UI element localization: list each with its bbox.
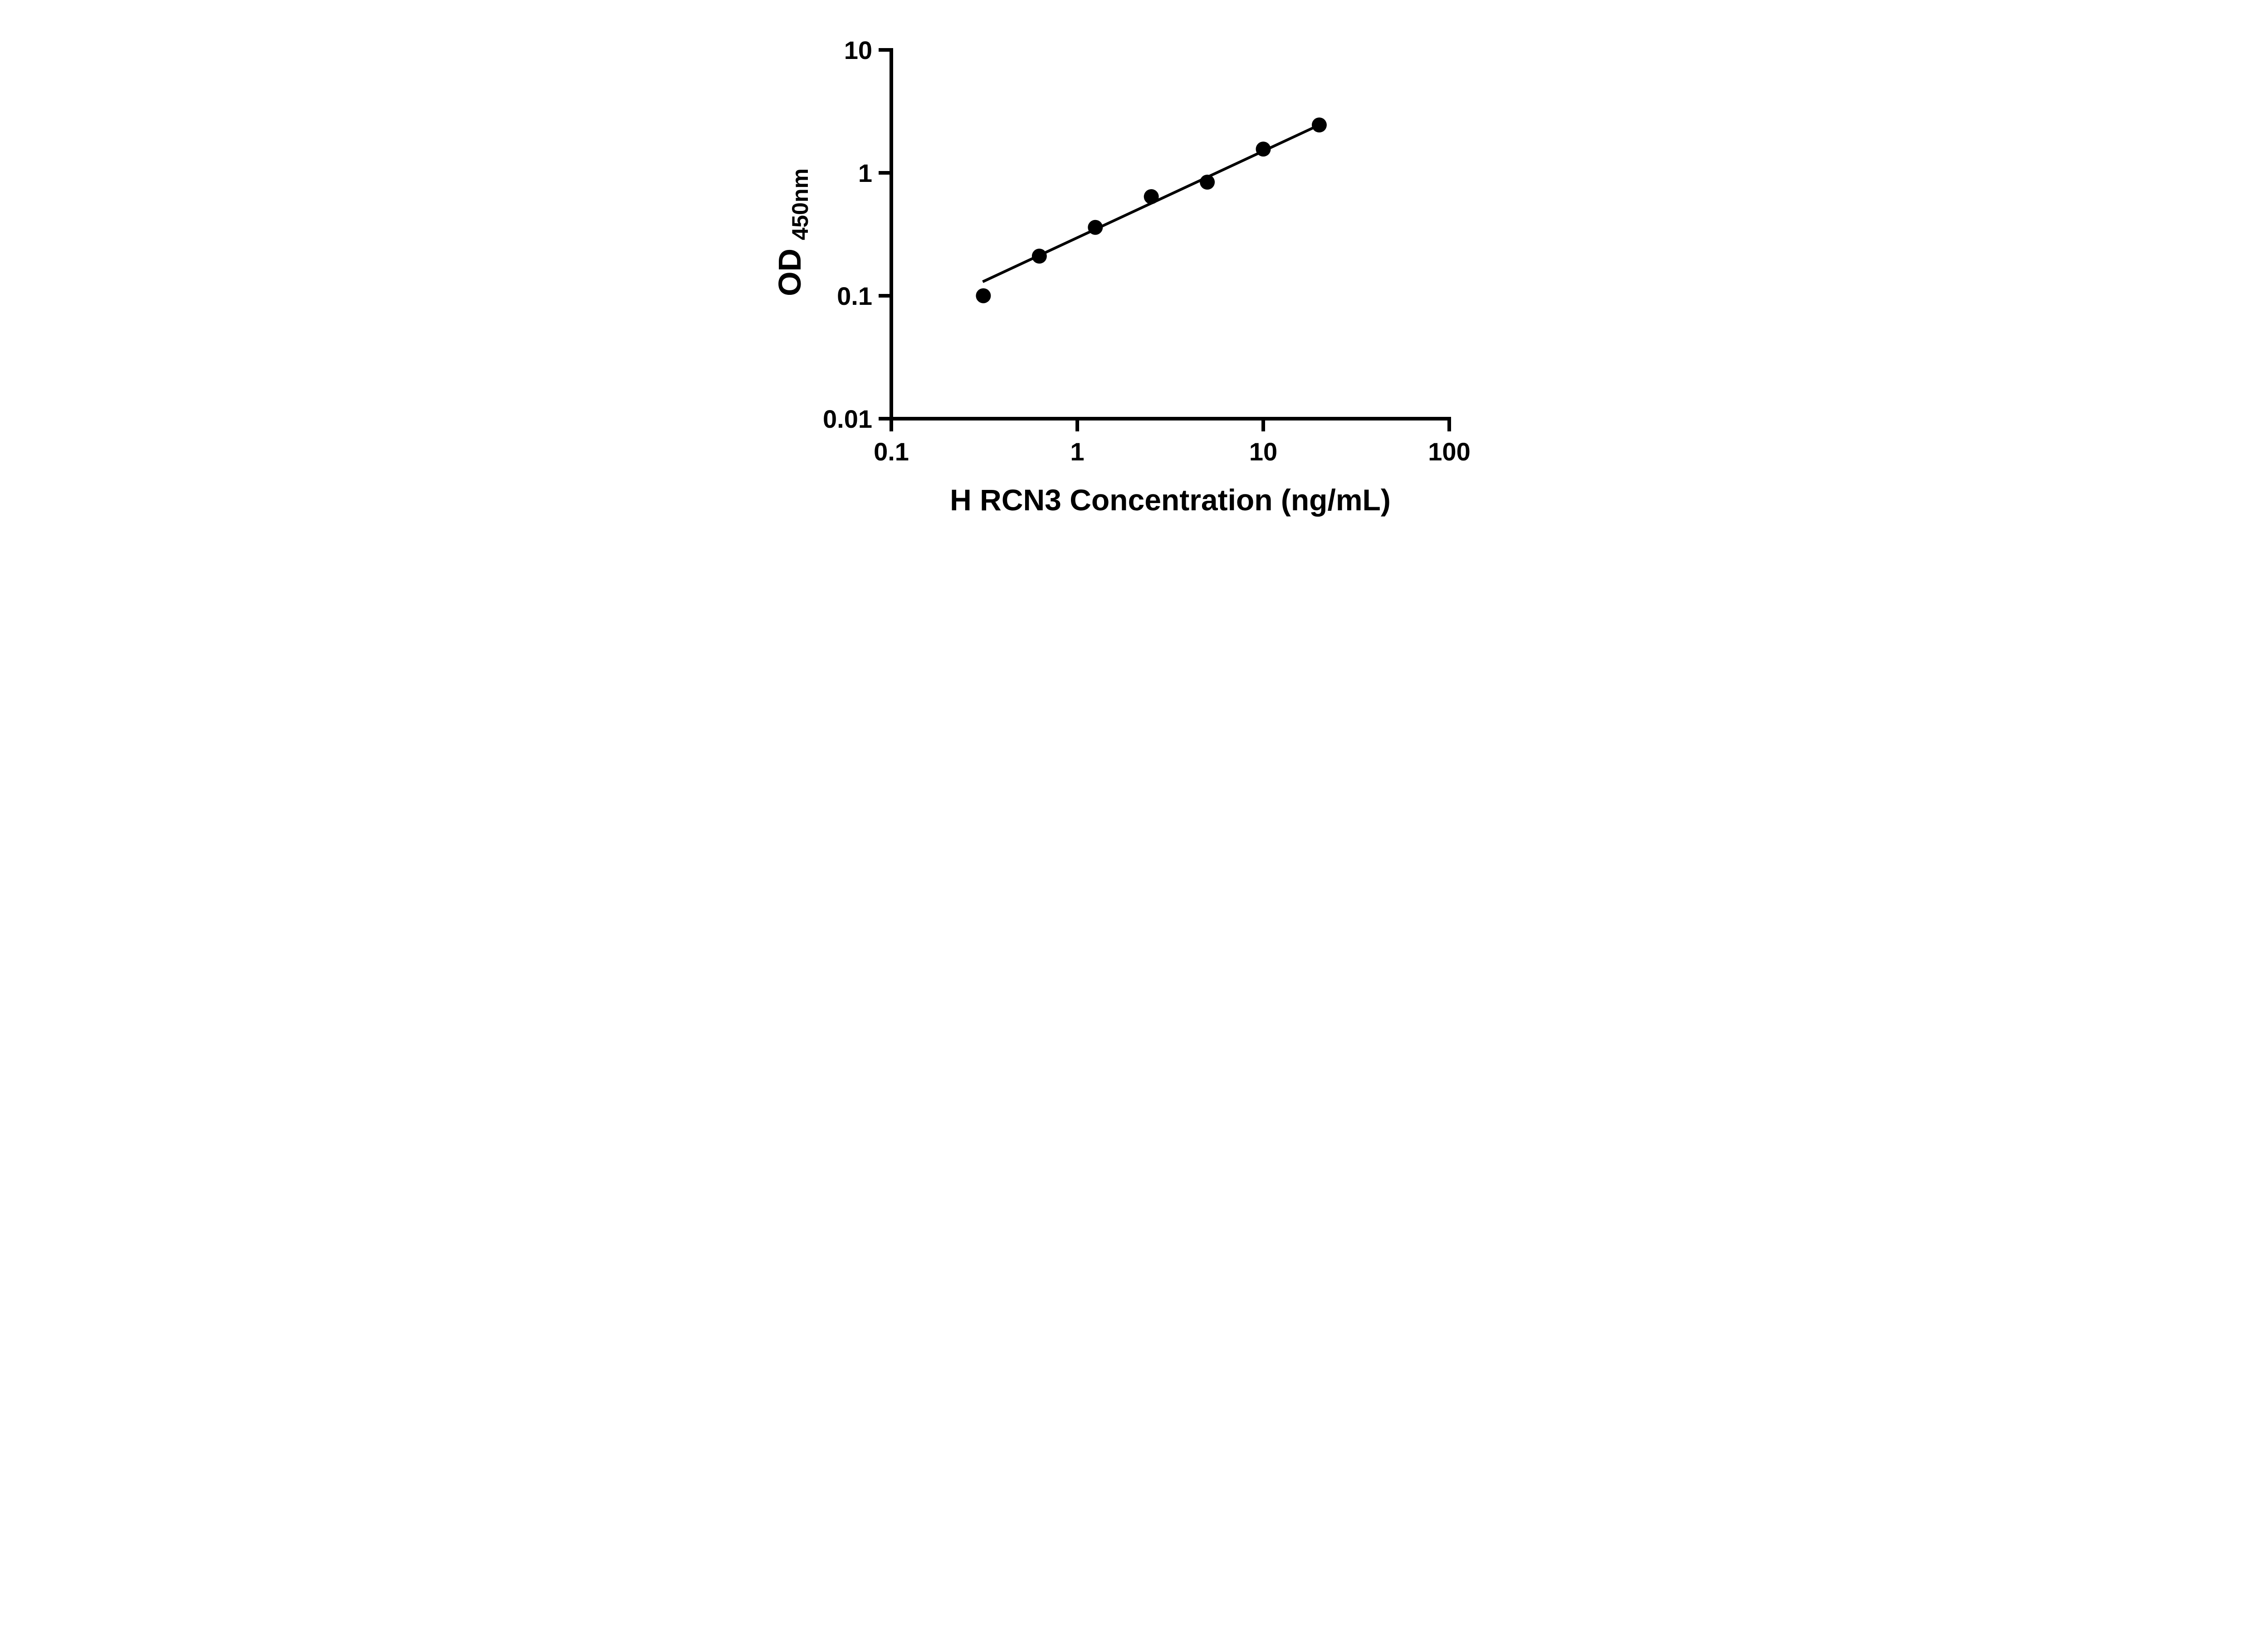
y-axis-ticks (879, 48, 891, 420)
y-tick-label: 10 (844, 36, 872, 64)
data-point (1200, 175, 1215, 190)
data-point (1031, 249, 1047, 264)
data-point (1256, 142, 1271, 157)
data-point (1088, 220, 1103, 235)
data-point (1311, 117, 1327, 133)
y-axis-title: OD 450nm (772, 168, 813, 296)
x-axis-title: H RCN3 Concentration (ng/mL) (950, 483, 1391, 517)
plot-area (976, 117, 1327, 303)
x-axis-ticks (890, 419, 1451, 431)
axes (890, 48, 1451, 420)
x-tick-label: 10 (1249, 437, 1277, 466)
y-axis-tick-labels: 0.01 0.1 1 10 (823, 36, 872, 433)
y-tick-label: 0.01 (823, 405, 872, 433)
x-tick-label: 0.1 (874, 437, 909, 466)
data-point (976, 288, 991, 303)
figure: 0.1 1 10 100 0.01 0.1 1 10 H RCN3 Concen… (746, 0, 1522, 544)
y-axis-title-subscript: 450nm (787, 168, 813, 240)
standard-curve-chart: 0.1 1 10 100 0.01 0.1 1 10 H RCN3 Concen… (772, 36, 1471, 517)
x-tick-label: 100 (1428, 437, 1470, 466)
y-axis-title-main: OD (772, 249, 807, 296)
y-tick-label: 0.1 (837, 282, 872, 310)
x-tick-label: 1 (1070, 437, 1084, 466)
y-tick-label: 1 (858, 159, 872, 187)
data-point (1144, 189, 1159, 205)
x-axis-tick-labels: 0.1 1 10 100 (874, 437, 1471, 466)
